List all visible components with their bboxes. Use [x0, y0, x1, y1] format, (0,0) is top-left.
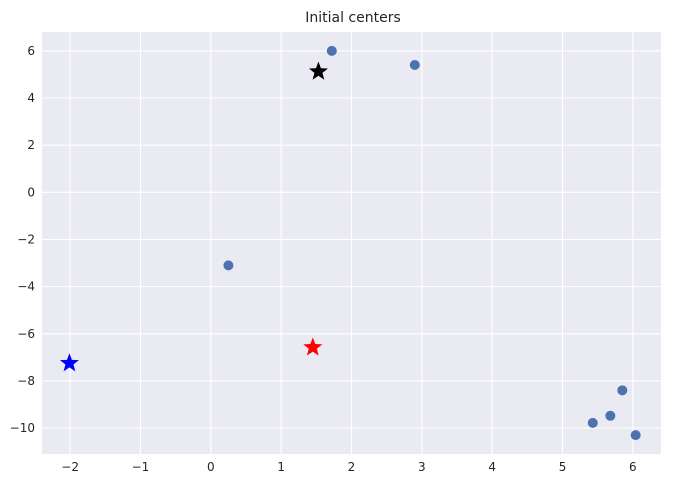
y-tick-label: −8 — [17, 374, 35, 388]
chart-title: Initial centers — [305, 10, 401, 26]
x-tick-label: −2 — [61, 460, 79, 474]
x-axis-ticks: −2 −1 0 1 2 3 4 5 6 — [61, 460, 636, 474]
x-tick-label: 1 — [277, 460, 285, 474]
x-tick-label: 6 — [629, 460, 637, 474]
y-tick-label: 4 — [27, 91, 35, 105]
y-tick-label: −10 — [10, 421, 35, 435]
data-point — [326, 45, 337, 56]
center-marker — [303, 337, 323, 356]
grid-lines — [42, 32, 661, 454]
x-tick-label: 0 — [207, 460, 215, 474]
y-tick-label: 0 — [27, 185, 35, 199]
y-tick-label: 2 — [27, 138, 35, 152]
x-tick-label: 5 — [559, 460, 567, 474]
y-tick-label: −6 — [17, 327, 35, 341]
data-point — [223, 260, 234, 271]
data-points — [59, 45, 641, 441]
y-axis-ticks: 6 4 2 0 −2 −4 −6 −8 −10 — [10, 44, 35, 435]
y-tick-label: −2 — [17, 232, 35, 246]
y-tick-label: −4 — [17, 280, 35, 294]
y-tick-label: 6 — [27, 44, 35, 58]
x-tick-label: 2 — [348, 460, 356, 474]
data-point — [605, 410, 616, 421]
x-tick-label: −1 — [132, 460, 150, 474]
center-marker — [59, 353, 79, 372]
x-tick-label: 4 — [488, 460, 496, 474]
center-marker — [308, 61, 328, 80]
data-point — [617, 385, 628, 396]
data-point — [587, 417, 598, 428]
data-point — [409, 60, 420, 71]
x-tick-label: 3 — [418, 460, 426, 474]
data-point — [630, 430, 641, 441]
